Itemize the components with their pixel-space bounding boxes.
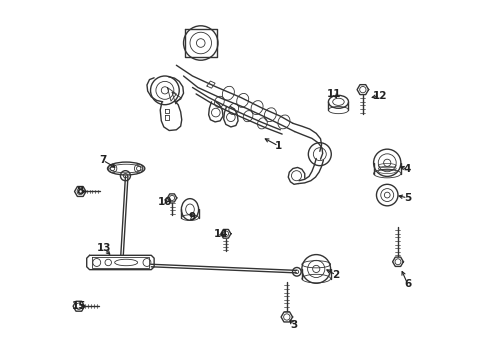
Text: 4: 4 — [403, 164, 410, 174]
Text: 15: 15 — [72, 301, 86, 311]
Text: 7: 7 — [99, 155, 106, 165]
Text: 2: 2 — [332, 270, 339, 280]
Text: 10: 10 — [157, 197, 172, 207]
Text: 13: 13 — [97, 243, 111, 253]
Text: 8: 8 — [77, 186, 84, 197]
Text: 5: 5 — [403, 193, 410, 203]
Text: 6: 6 — [403, 279, 410, 289]
Text: 3: 3 — [290, 320, 297, 330]
Text: 9: 9 — [188, 212, 196, 221]
Text: 12: 12 — [372, 91, 386, 101]
Text: 11: 11 — [326, 89, 341, 99]
Text: 14: 14 — [213, 229, 228, 239]
Text: 1: 1 — [274, 141, 282, 151]
